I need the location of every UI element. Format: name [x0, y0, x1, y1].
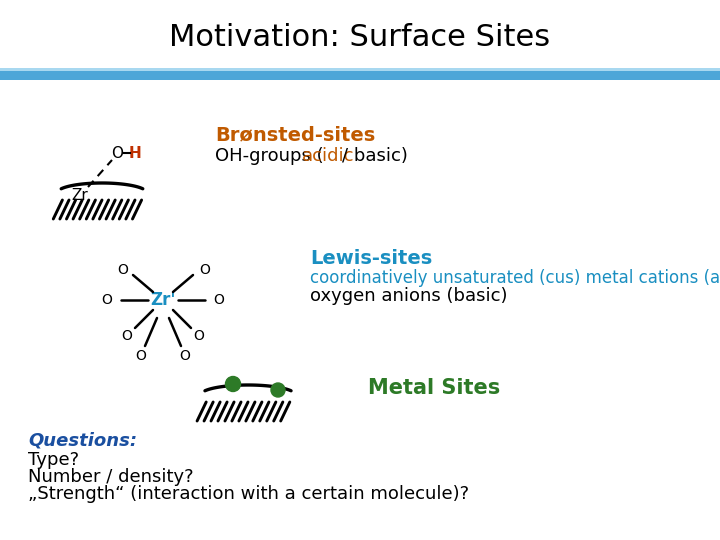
Text: Number / density?: Number / density?	[28, 468, 194, 486]
Text: O: O	[122, 329, 132, 343]
Text: OH-groups (: OH-groups (	[215, 147, 323, 165]
Text: O: O	[179, 349, 190, 363]
Text: coordinatively unsaturated (cus) metal cations (acidic): coordinatively unsaturated (cus) metal c…	[310, 269, 720, 287]
Text: Metal Sites: Metal Sites	[368, 378, 500, 398]
Text: Motivation: Surface Sites: Motivation: Surface Sites	[169, 24, 551, 52]
Text: O: O	[117, 263, 128, 277]
Text: Questions:: Questions:	[28, 431, 137, 449]
Text: oxygen anions (basic): oxygen anions (basic)	[310, 287, 508, 305]
Text: O: O	[194, 329, 204, 343]
Text: H: H	[129, 145, 141, 160]
Text: Zr': Zr'	[150, 291, 176, 309]
Text: O: O	[135, 349, 146, 363]
Text: / basic): / basic)	[342, 147, 408, 165]
Circle shape	[225, 376, 240, 392]
Text: O: O	[111, 145, 123, 160]
Text: O: O	[102, 293, 112, 307]
Text: „Strength“ (interaction with a certain molecule)?: „Strength“ (interaction with a certain m…	[28, 485, 469, 503]
Text: Brønsted-sites: Brønsted-sites	[215, 125, 375, 145]
Circle shape	[271, 383, 285, 397]
Text: Lewis-sites: Lewis-sites	[310, 248, 432, 267]
Text: acidic: acidic	[302, 147, 354, 165]
FancyBboxPatch shape	[0, 68, 720, 80]
Text: Type?: Type?	[28, 451, 79, 469]
Text: O: O	[199, 263, 210, 277]
FancyBboxPatch shape	[0, 68, 720, 71]
Text: Zr: Zr	[71, 188, 89, 204]
Text: O: O	[214, 293, 225, 307]
